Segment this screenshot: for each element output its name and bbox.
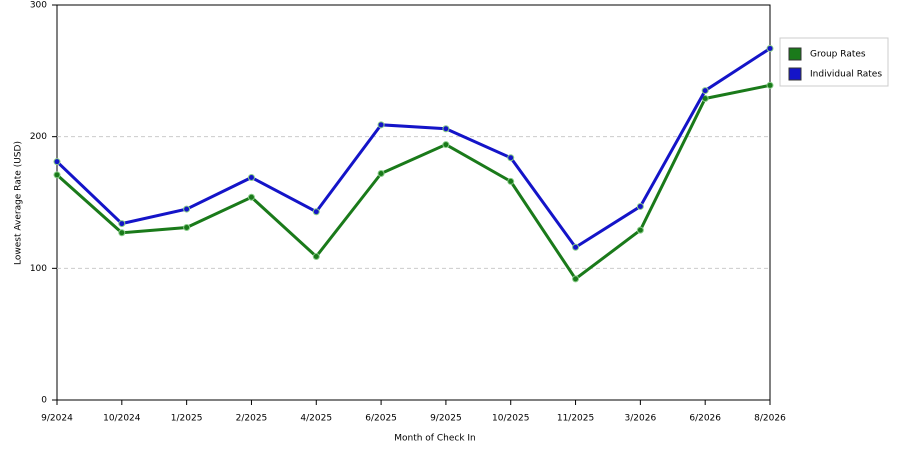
x-tick-label: 10/2025 [492,414,529,424]
series-line [56,83,771,282]
x-tick-label: 6/2026 [689,414,721,424]
point [118,229,126,237]
legend-label: Individual Rates [810,70,882,80]
point [507,154,515,162]
series-line [55,47,771,250]
y-tick-label: 300 [30,1,47,11]
point [766,44,774,52]
point [118,220,126,228]
y-tick-label: 100 [30,264,47,274]
y-tick-label: 200 [30,132,47,142]
x-tick-label: 4/2025 [300,414,332,424]
x-tick-label: 9/2024 [41,414,73,424]
point [53,158,61,166]
x-tick-label: 6/2025 [365,414,397,424]
point [572,275,580,283]
point [247,193,255,201]
point [247,173,255,181]
point [377,121,385,129]
point [312,252,320,260]
x-tick-label: 11/2025 [557,414,594,424]
point [636,226,644,234]
legend-swatch [788,67,802,81]
point [766,81,774,89]
plot-area [56,4,771,401]
point [377,170,385,178]
point [572,243,580,251]
point [636,202,644,210]
legend-swatch [788,47,802,61]
x-tick-label: 9/2025 [430,414,462,424]
point [442,125,450,133]
point [183,205,191,213]
point [442,141,450,149]
point [312,208,320,216]
y-axis-label: Lowest Average Rate (USD) [14,141,24,265]
point [507,177,515,185]
point [701,87,709,95]
x-tick-label: 8/2026 [754,414,786,424]
legend-label: Group Rates [810,50,866,60]
point [53,171,61,179]
y-tick-label: 0 [41,396,47,406]
x-tick-label: 10/2024 [103,414,141,424]
x-tick-label: 1/2025 [171,414,203,424]
point [183,224,191,232]
x-tick-label: 2/2025 [236,414,268,424]
x-tick-label: 3/2026 [625,414,657,424]
x-axis-label: Month of Check In [394,434,476,444]
